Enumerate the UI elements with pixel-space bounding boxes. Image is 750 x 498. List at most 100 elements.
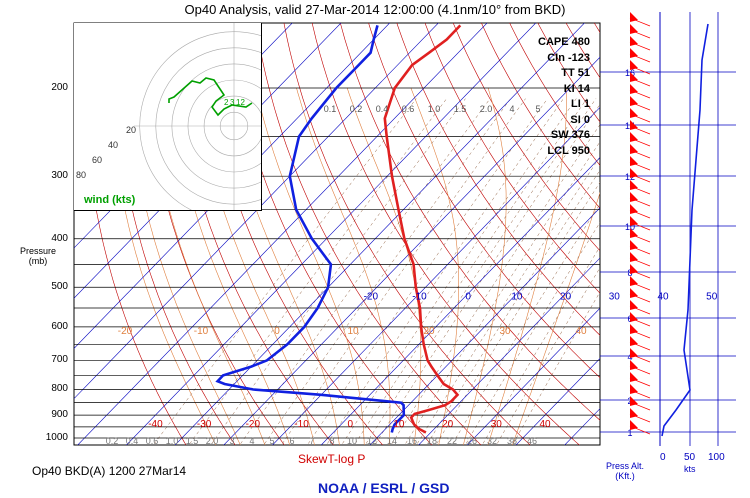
moist-adiabat	[512, 191, 600, 445]
dry-adiabat	[368, 23, 600, 379]
wind-barb-flag	[630, 108, 638, 118]
mixing-ratio-label: 6	[289, 436, 294, 446]
hodograph-ring-label: 20	[126, 125, 136, 135]
hodograph-rings	[134, 23, 329, 221]
temperature-tick-label: 0	[347, 419, 353, 430]
kts-tick: 100	[708, 452, 725, 463]
mixing-ratio-label: 4	[249, 436, 254, 446]
index-label: CAPE 480	[538, 36, 590, 48]
temperature-tick-label: 20	[560, 291, 572, 302]
wind-barb-flag	[630, 96, 638, 106]
hodograph-ring-label: 40	[108, 140, 118, 150]
wind-barb-flag	[630, 156, 638, 166]
temperature-tick-label: 10	[393, 419, 405, 430]
mixing-ratio-label: 32	[487, 436, 497, 446]
mixing-ratio-line	[496, 267, 600, 445]
isotherm	[515, 357, 600, 445]
index-label: KI 14	[563, 82, 590, 95]
wind-barb-flag	[630, 48, 638, 58]
mixing-ratio-label: 0.6	[146, 436, 159, 446]
mixing-ratio-label: 8	[329, 436, 334, 446]
pressure-tick-label: 800	[51, 383, 68, 395]
temperature-tick-label: 40	[657, 291, 669, 302]
mixing-ratio-line	[364, 98, 597, 445]
temperature-tick-label: 20	[442, 419, 454, 430]
mixing-ratio-label: 22	[447, 436, 457, 446]
mixing-ratio-line	[435, 181, 600, 445]
dry-adiabat	[340, 23, 600, 421]
wind-barb-flag	[630, 252, 638, 262]
dry-adiabat	[481, 23, 600, 209]
kts-tick: 50	[684, 452, 696, 463]
mixing-ratio-line	[281, 98, 526, 445]
wind-barb-flag	[630, 324, 638, 334]
wind-barb-flag	[630, 372, 638, 382]
press-alt-line2: (Kft.)	[615, 471, 635, 481]
wind-barb-flag	[630, 204, 638, 214]
isotherm	[320, 157, 600, 445]
wind-speed-profile	[661, 23, 709, 437]
kts-label: kts	[684, 464, 696, 474]
pressure-axis-title-line1: Pressure	[19, 246, 56, 256]
mixing-ratio-label: 0.4	[126, 436, 139, 446]
mixing-ratio-line	[239, 98, 491, 445]
wind-barb-flag	[630, 276, 638, 286]
index-label: LI 1	[571, 98, 590, 110]
hodograph-ring-label: 60	[92, 155, 102, 165]
temperature-tick-label: -40	[148, 419, 163, 430]
wind-barb-flag	[630, 120, 638, 130]
hodograph-svg: 20 40 60 80 2 3 12	[76, 23, 329, 221]
temperature-tick-label: 50	[706, 291, 718, 302]
hodograph-ring-label: 80	[76, 170, 86, 180]
mixing-ratio-label: 18	[427, 436, 437, 446]
mixing-ratio-label: 12	[367, 436, 377, 446]
wind-barb-flag	[630, 396, 638, 406]
temperature-tick-label: -10	[294, 419, 309, 430]
temperature-tick-label: 10	[511, 291, 523, 302]
mixing-ratio-line	[341, 98, 577, 445]
mixing-ratio-label: 0.6	[402, 104, 415, 114]
wind-barb-flag	[630, 312, 638, 322]
wind-barb-flag	[630, 36, 638, 46]
mixing-ratio-label: 0.4	[376, 104, 389, 114]
wind-barb-flag	[630, 144, 638, 154]
theta-tick-label: 40	[575, 326, 587, 337]
mixing-ratio-label: 2.0	[206, 436, 219, 446]
dry-adiabat	[311, 23, 580, 445]
mixing-ratio-label: 26	[467, 436, 477, 446]
pressure-tick-label: 300	[51, 170, 68, 182]
chart-title: Op40 Analysis, valid 27-Mar-2014 12:00:0…	[184, 2, 566, 17]
wind-profile-panel: 1614121086421	[600, 12, 736, 446]
height-label: 10	[625, 222, 635, 232]
hodograph-legend: wind (kts)	[84, 194, 136, 206]
mixing-ratio-line	[153, 98, 417, 445]
press-alt-label: Press Alt. (Kft.)	[606, 461, 644, 481]
dry-adiabat	[659, 0, 750, 451]
index-label: SW 376	[550, 129, 590, 141]
theta-tick-label: -10	[194, 326, 209, 337]
tick-labels: -20-1001020304050607080-40-30-20-1001020…	[106, 104, 718, 446]
hodograph-point-label: 3	[230, 98, 235, 107]
wind-barb-flag	[630, 72, 638, 82]
hodograph-trace	[168, 77, 253, 117]
organization-label: NOAA / ESRL / GSD	[318, 480, 450, 496]
mixing-ratio-label: 10	[347, 436, 357, 446]
temperature-tick-label: -20	[246, 419, 261, 430]
index-label: CIn -123	[547, 51, 590, 64]
isotherm	[418, 257, 600, 445]
isotherm	[74, 23, 342, 299]
isotherm	[74, 23, 439, 400]
moist-adiabat	[463, 87, 507, 445]
mixing-ratio-label: 5	[535, 104, 540, 114]
hodograph-point-label: 2	[224, 98, 229, 107]
pressure-axis-title-line2: (mb)	[28, 256, 48, 266]
wind-barb-flag	[630, 240, 638, 250]
pressure-tick-label: 1000	[45, 432, 68, 443]
dry-adiabat	[509, 23, 600, 166]
wind-barb-flag	[630, 408, 638, 418]
hodograph-point-label: 12	[236, 98, 245, 107]
mixing-ratio-label: 2.0	[480, 104, 493, 114]
wind-barb-flag	[630, 384, 638, 394]
theta-tick-label: 0	[274, 326, 280, 337]
